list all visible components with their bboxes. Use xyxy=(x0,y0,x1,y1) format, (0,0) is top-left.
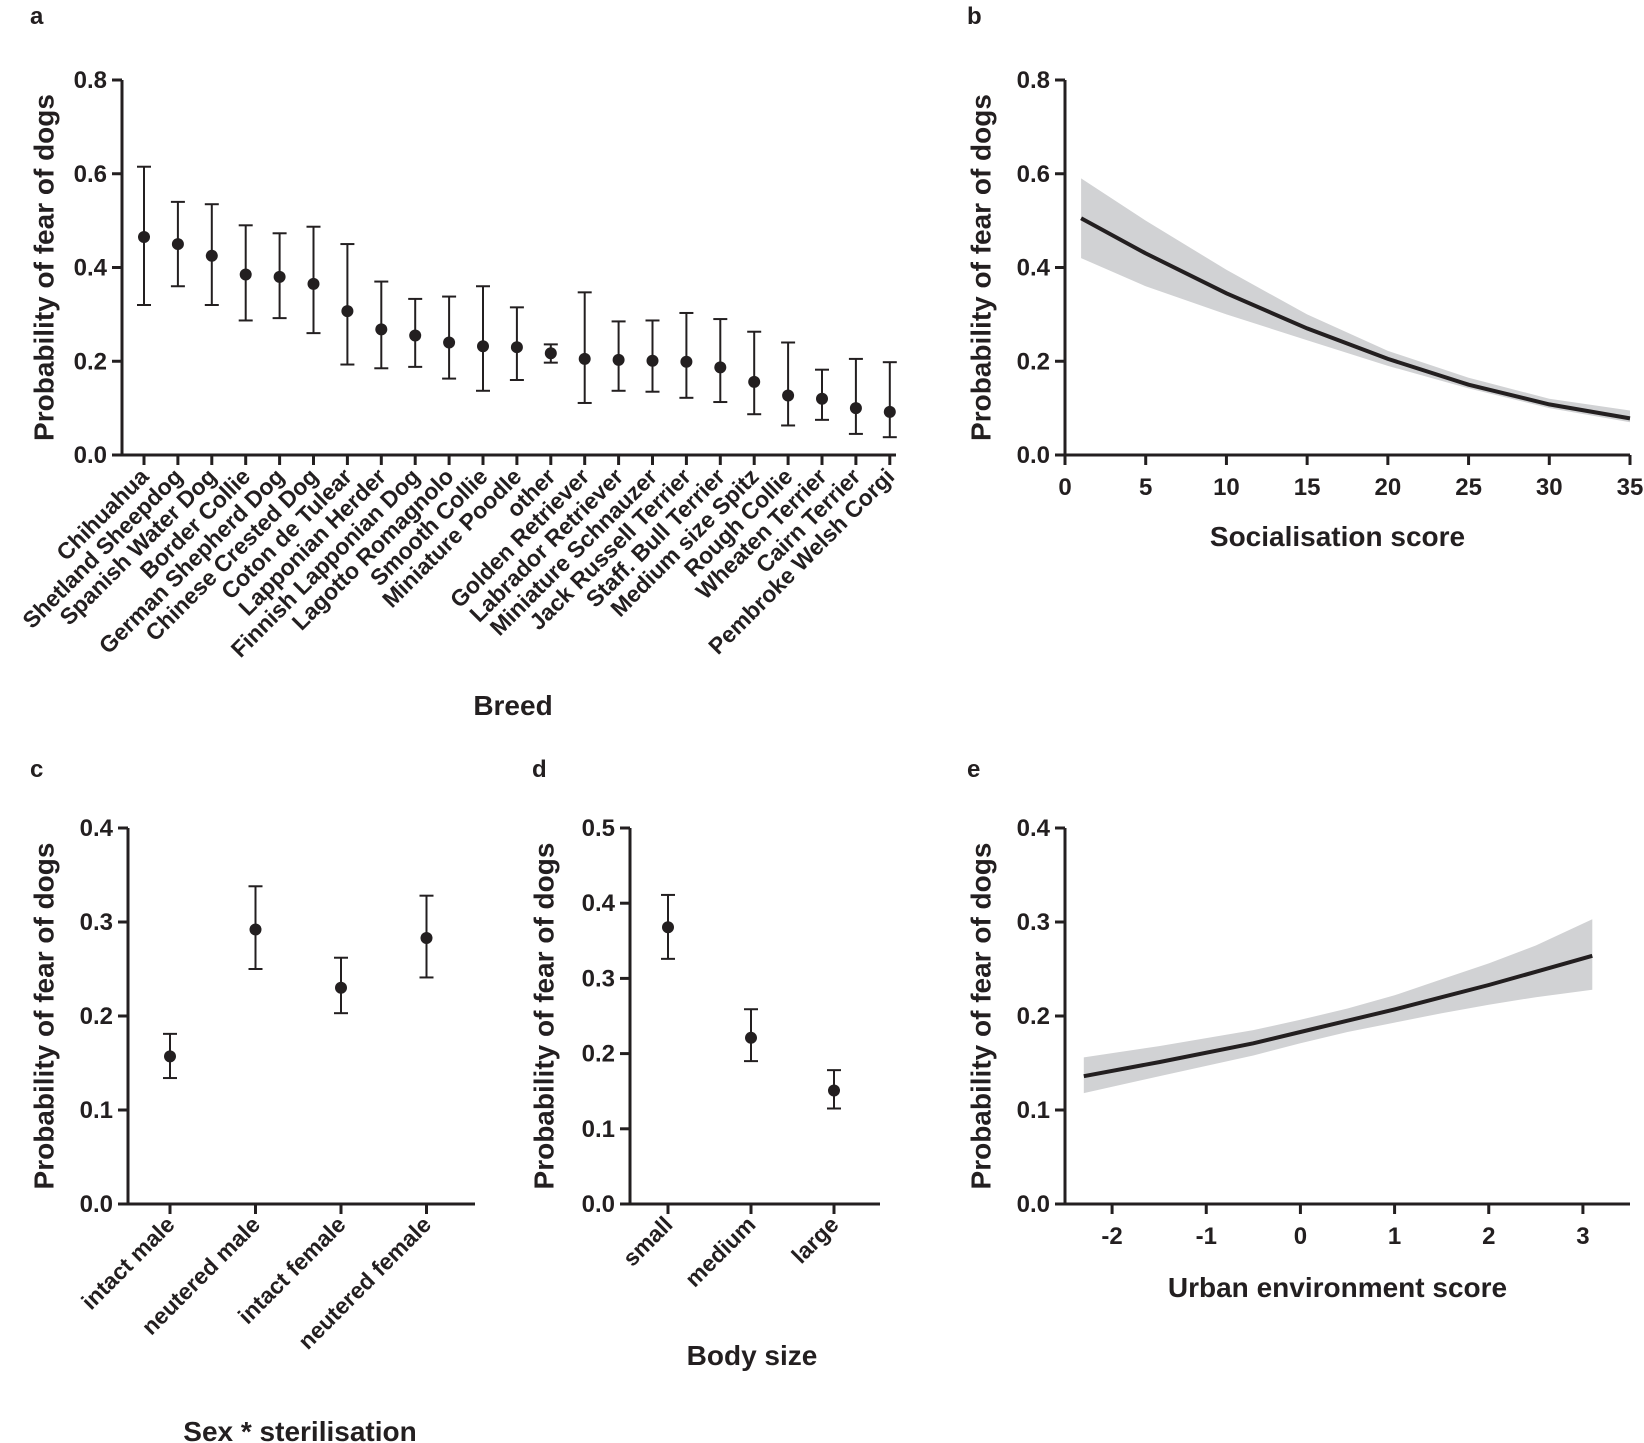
panel-c-ytick-label: 0.4 xyxy=(80,815,114,842)
panel-e-xtick-label: 2 xyxy=(1482,1223,1495,1250)
panel-d-category-label: small xyxy=(618,1211,678,1271)
panel-c-x-axis-title: Sex * sterilisation xyxy=(183,1416,416,1443)
panel-b-xtick-label: 10 xyxy=(1213,474,1240,501)
panel-b-xtick-label: 15 xyxy=(1294,474,1321,501)
panel-a-point-chinese-crested-dog xyxy=(307,277,320,290)
panel-c-point-intact-male xyxy=(164,1050,176,1063)
panel-e-fitted-line xyxy=(1083,953,1593,1079)
panel-e-ytick-label: 0.2 xyxy=(1017,1003,1050,1030)
panel-d-body-size-chart: 0.0 0.1 0.2 0.3 0.4 0.5 Probability of fear of… xyxy=(528,815,880,1371)
panel-letter-a: a xyxy=(30,3,44,30)
panel-a-point-german-shepherd-dog xyxy=(273,270,286,283)
panel-e-urban-environment-chart: 0.0 0.1 0.2 0.3 0.4 Probability of fear of do… xyxy=(965,815,1630,1303)
panel-a-ytick-label: 0.4 xyxy=(74,255,108,282)
panel-d-point-small xyxy=(662,921,674,934)
panel-e-confidence-band xyxy=(1083,919,1593,1094)
panel-b-confidence-band xyxy=(1081,178,1630,423)
panel-d-ytick-label: 0.5 xyxy=(582,815,615,842)
panel-a-ytick-label: 0.8 xyxy=(74,67,107,94)
panel-a-ytick-label: 0.6 xyxy=(74,161,107,188)
panel-d-category-label: medium xyxy=(680,1211,761,1292)
panel-letter-d: d xyxy=(532,756,547,783)
panel-a-point-coton-de-tulear xyxy=(341,305,354,318)
panel-c-ytick-label: 0.0 xyxy=(80,1191,113,1218)
panel-d-ytick-label: 0.3 xyxy=(582,965,615,992)
panel-a-ytick-label: 0.0 xyxy=(74,442,107,469)
panel-d-category-label: large xyxy=(786,1211,843,1268)
panel-b-xtick-label: 5 xyxy=(1139,474,1152,501)
panel-d-y-axis-title: Probability of fear of dogs xyxy=(528,843,559,1190)
panel-a-breed-chart: 0.0 0.2 0.4 0.6 0.8 Probability of fear of do… xyxy=(17,67,899,721)
panel-c-point-intact-female xyxy=(335,981,347,994)
panel-e-ytick-label: 0.0 xyxy=(1017,1191,1050,1218)
panel-c-y-axis-title: Probability of fear of dogs xyxy=(28,843,59,1190)
panel-a-point-miniature-schnauzer xyxy=(646,354,659,367)
panel-d-ytick-label: 0.0 xyxy=(582,1191,615,1218)
panel-c-sex-sterilisation-chart: 0.0 0.1 0.2 0.3 0.4 Probability of fear of do… xyxy=(28,815,475,1443)
panel-b-fitted-line xyxy=(1080,216,1631,421)
panel-e-xtick-label: 3 xyxy=(1576,1223,1589,1250)
panel-d-ytick-label: 0.4 xyxy=(582,890,616,917)
panel-a-point-miniature-poodle xyxy=(510,341,523,354)
panel-a-x-axis-title: Breed xyxy=(473,690,552,721)
panel-c-ytick-label: 0.1 xyxy=(80,1097,113,1124)
panel-letter-c: c xyxy=(30,756,43,783)
panel-a-point-golden-retriever xyxy=(578,352,591,365)
panel-b-xtick-label: 35 xyxy=(1617,474,1644,501)
panel-e-x-axis-title: Urban environment score xyxy=(1168,1272,1507,1303)
panel-a-point-lagotto-romagnolo xyxy=(443,336,456,349)
panel-b-xtick-label: 20 xyxy=(1375,474,1402,501)
panel-a-point-staff-bull-terrier xyxy=(714,361,727,374)
panel-e-ytick-label: 0.3 xyxy=(1017,909,1050,936)
panel-a-point-medium-size-spitz xyxy=(748,375,761,388)
panel-letter-e: e xyxy=(967,756,980,783)
panel-d-ytick-label: 0.2 xyxy=(582,1041,615,1068)
panel-d-point-medium xyxy=(745,1031,757,1044)
panel-b-xtick-label: 25 xyxy=(1455,474,1482,501)
panel-e-ytick-label: 0.4 xyxy=(1017,815,1051,842)
panel-c-ytick-label: 0.3 xyxy=(80,909,113,936)
panel-a-point-chihuahua xyxy=(138,231,150,244)
panel-b-x-axis-title: Socialisation score xyxy=(1210,521,1465,552)
panel-a-point-cairn-terrier xyxy=(849,402,862,415)
panel-a-point-shetland-sheepdog xyxy=(171,238,184,251)
panel-e-ytick-label: 0.1 xyxy=(1017,1097,1050,1124)
panel-b-ytick-label: 0.8 xyxy=(1017,67,1050,94)
panel-c-point-neutered-male xyxy=(249,923,262,936)
panel-d-point-large xyxy=(828,1084,840,1097)
panel-a-point-border-collie xyxy=(239,268,252,281)
panel-d-x-axis-title: Body size xyxy=(687,1340,818,1371)
panel-b-ytick-label: 0.2 xyxy=(1017,348,1050,375)
panel-e-xtick-label: -1 xyxy=(1196,1223,1217,1250)
panel-c-ytick-label: 0.2 xyxy=(80,1003,113,1030)
panel-b-ytick-label: 0.4 xyxy=(1017,255,1051,282)
panel-a-y-axis-title: Probability of fear of dogs xyxy=(28,94,59,441)
panel-b-xtick-label: 0 xyxy=(1058,474,1071,501)
panel-a-point-rough-collie xyxy=(782,389,795,402)
panel-b-xtick-label: 30 xyxy=(1536,474,1563,501)
panel-a-point-pembroke-welsh-corgi xyxy=(883,405,896,418)
panel-a-point-lapponian-herder xyxy=(375,323,388,336)
panel-a-point-smooth-collie xyxy=(477,340,489,353)
panel-a-point-finnish-lapponian-dog xyxy=(409,329,422,342)
panel-letter-b: b xyxy=(967,3,982,30)
panel-e-xtick-label: -2 xyxy=(1101,1223,1122,1250)
panel-e-xtick-label: 0 xyxy=(1294,1223,1307,1250)
panel-a-point-spanish-water-dog xyxy=(205,249,218,262)
panel-a-point-labrador-retriever xyxy=(612,353,625,366)
panel-e-xtick-label: 1 xyxy=(1388,1223,1401,1250)
panel-b-ytick-label: 0.0 xyxy=(1017,442,1050,469)
panel-a-point-other xyxy=(544,347,557,360)
panel-a-point-wheaten-terrier xyxy=(816,392,828,405)
panel-a-ytick-label: 0.2 xyxy=(74,348,107,375)
panel-b-socialisation-chart: 0.0 0.2 0.4 0.6 0.8 Probability of fear of do… xyxy=(965,67,1643,552)
panel-d-ytick-label: 0.1 xyxy=(582,1116,615,1143)
panel-c-point-neutered-female xyxy=(420,931,433,944)
panel-e-y-axis-title: Probability of fear of dogs xyxy=(965,843,996,1190)
panel-b-y-axis-title: Probability of fear of dogs xyxy=(965,94,996,441)
panel-a-point-jack-russell-terrier xyxy=(680,355,693,368)
panel-b-ytick-label: 0.6 xyxy=(1017,161,1050,188)
